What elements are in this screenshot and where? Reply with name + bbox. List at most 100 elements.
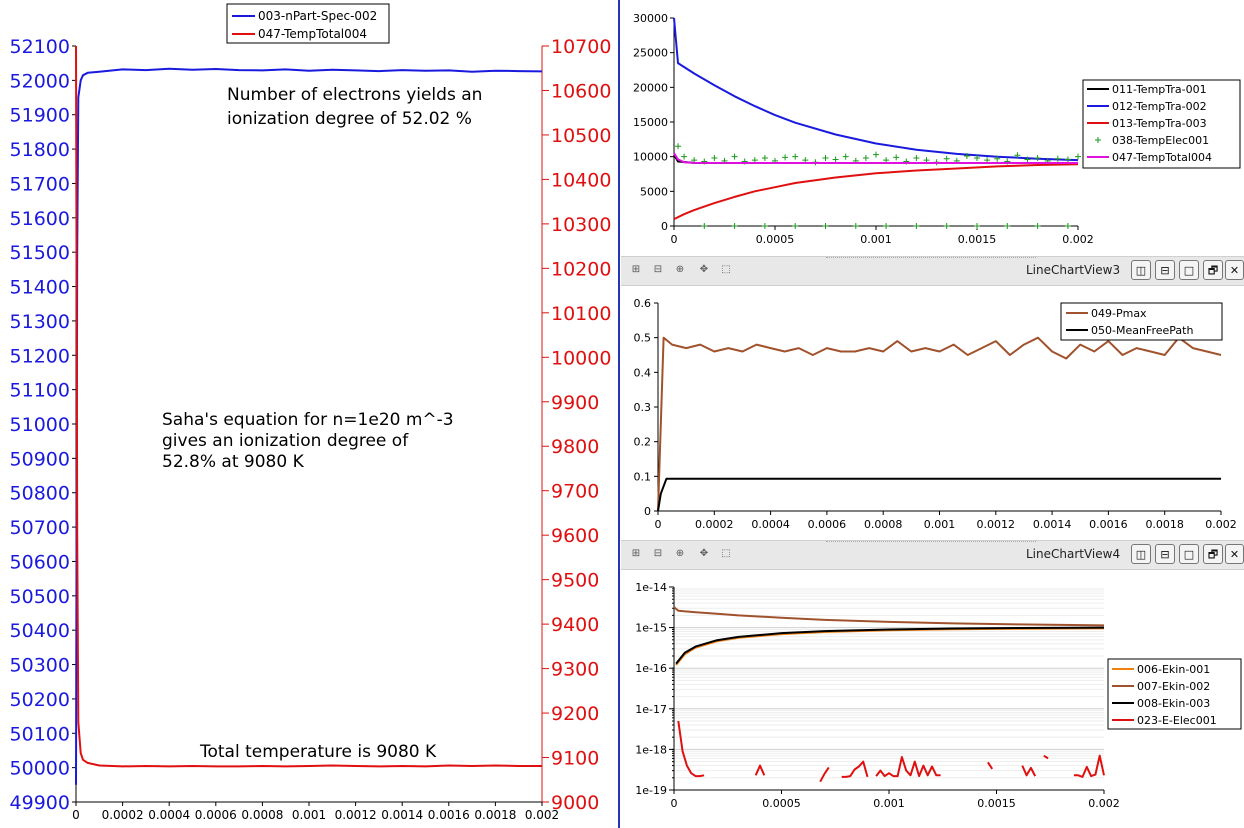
data-point [852, 223, 859, 229]
left-line-chart[interactable]: 49900 50000 50100 50200 50300 50400 50500 50600… [0, 0, 618, 828]
y-right-tick-label: 9400 [551, 614, 599, 636]
data-point [943, 155, 950, 162]
split-horizontal-button[interactable]: ◫ [1131, 544, 1151, 564]
view4-resize-grip[interactable] [826, 541, 1036, 545]
y-tick-label: 0.5 [634, 332, 652, 345]
y-left-tick-label: 50200 [10, 689, 70, 711]
log-grid [672, 588, 1104, 791]
x-tick-label: 0.0012 [977, 518, 1016, 531]
maximize-button[interactable]: □ [1179, 260, 1199, 280]
series-segment [987, 761, 994, 770]
x-tick-label: 0.0018 [474, 808, 516, 822]
x-tick-label: 0.001 [924, 518, 956, 531]
y-right-tick-label: 9000 [551, 792, 599, 814]
x-tick-label: 0.0004 [751, 518, 790, 531]
y-left-tick-label: 50800 [10, 483, 70, 505]
y-tick-label: 0 [661, 220, 668, 233]
y-right-tick-label: 10400 [551, 169, 611, 191]
data-point [1075, 153, 1081, 160]
y-tick-label: 1e-17 [635, 703, 667, 716]
y-left-tick-label: 50000 [10, 758, 70, 780]
legend-entry: 006-Ekin-001 [1137, 663, 1210, 676]
data-point [701, 223, 708, 229]
data-point [994, 155, 1001, 162]
close-button[interactable]: ✕ [1225, 260, 1244, 280]
series-line-047-TempTotal004 [673, 152, 1078, 164]
y-left-tick-label: 51500 [10, 242, 70, 264]
y-tick-label: 20000 [633, 81, 668, 94]
x-tick-label: 0.0014 [1033, 518, 1072, 531]
y-left-tick-label: 50900 [10, 448, 70, 470]
data-point [862, 155, 869, 162]
y-left-tick-label: 51600 [10, 208, 70, 230]
zoom-out-icon[interactable]: ⊟ [653, 548, 663, 559]
view3-resize-grip[interactable] [826, 257, 1036, 261]
x-tick-label: 0.001 [292, 808, 326, 822]
data-point [963, 152, 970, 159]
zoom-in-icon[interactable]: ⊕ [675, 548, 685, 559]
split-vertical-button[interactable]: ⊟ [1155, 544, 1175, 564]
y-left-tick-label: 51000 [10, 414, 70, 436]
data-point [974, 155, 980, 162]
select-icon[interactable]: ⬚ [721, 548, 731, 559]
y-right-tick-label: 10500 [551, 125, 611, 147]
annotation-electrons-l1: Number of electrons yields an [227, 85, 482, 105]
data-point [913, 223, 920, 229]
series-segment [819, 766, 830, 783]
series-segment [1043, 754, 1049, 760]
x-tick-label: 0 [655, 518, 662, 531]
x-tick-label: 0.0012 [335, 808, 377, 822]
split-horizontal-button[interactable]: ◫ [1131, 260, 1151, 280]
pane-divider[interactable] [618, 0, 620, 828]
zoom-to-data-icon[interactable]: ⊞ [631, 548, 641, 559]
y-tick-label: 1e-15 [635, 622, 667, 635]
data-point [782, 154, 789, 161]
y-left-tick-label: 51100 [10, 380, 70, 402]
close-button[interactable]: ✕ [1225, 544, 1244, 564]
data-point [1064, 223, 1071, 229]
view4-toolbar: ⊞ ⊟ ⊕ ✥ ⬚ LineChartView4 ◫ ⊟ □ 🗗 ✕ [621, 540, 1244, 570]
y-right-tick-label: 9800 [551, 436, 599, 458]
x-tick-label: 0.0008 [864, 518, 903, 531]
legend-entry: 038-TempElec001 [1112, 134, 1209, 147]
zoom-out-icon[interactable]: ⊟ [653, 264, 663, 275]
temperature-line-chart[interactable]: 0 5000 10000 15000 20000 25000 30000 0 0.0005 0.0… [621, 0, 1244, 256]
split-vertical-button[interactable]: ⊟ [1155, 260, 1175, 280]
x-tick-label: 0.0002 [695, 518, 734, 531]
y-tick-label: 5000 [640, 185, 668, 198]
pick-icon[interactable]: ✥ [699, 548, 709, 559]
data-point [1034, 223, 1041, 229]
data-point [1024, 156, 1031, 163]
restore-button[interactable]: 🗗 [1203, 544, 1223, 564]
y-right-tick-label: 9100 [551, 748, 599, 770]
pick-icon[interactable]: ✥ [699, 264, 709, 275]
series-segment [1021, 765, 1037, 777]
zoom-in-icon[interactable]: ⊕ [675, 264, 685, 275]
data-point [731, 153, 738, 160]
data-point [913, 155, 920, 162]
legend-entry: 011-TempTra-001 [1112, 83, 1207, 96]
x-tick-label: 0.002 [1205, 518, 1237, 531]
x-tick-label: 0.002 [525, 808, 559, 822]
pmax-line-chart[interactable]: 0 0.1 0.2 0.3 0.4 0.5 0.6 0 0.0002 0.0004 0.0006 0.… [621, 285, 1244, 540]
x-tick-label: 0 [72, 808, 80, 822]
x-tick-label: 0.0006 [808, 518, 847, 531]
data-point [1064, 156, 1071, 163]
energy-log-chart[interactable]: 1e-19 1e-18 1e-17 1e-16 1e-15 1e-14 0 0.0005 0.0… [621, 569, 1244, 828]
select-icon[interactable]: ⬚ [721, 264, 731, 275]
legend-entry: 007-Ekin-002 [1137, 680, 1210, 693]
x-tick-label: 0.0005 [756, 233, 795, 246]
x-tick-label: 0.0014 [381, 808, 423, 822]
y-right-tick-label: 9300 [551, 659, 599, 681]
legend-box [1107, 658, 1242, 730]
left-legend: 003-nPart-Spec-002 047-TempTotal004 [226, 3, 390, 44]
data-point [832, 156, 839, 163]
maximize-button[interactable]: □ [1179, 544, 1199, 564]
zoom-to-data-icon[interactable]: ⊞ [631, 264, 641, 275]
y-left-tick-label: 49900 [10, 792, 70, 814]
annotation-saha-l3: 52.8% at 9080 K [162, 452, 305, 472]
view3-toolbar: ⊞ ⊟ ⊕ ✥ ⬚ LineChartView3 ◫ ⊟ □ 🗗 ✕ [621, 256, 1244, 286]
y-left-tick-label: 51400 [10, 277, 70, 299]
restore-button[interactable]: 🗗 [1203, 260, 1223, 280]
data-point [1014, 152, 1021, 159]
